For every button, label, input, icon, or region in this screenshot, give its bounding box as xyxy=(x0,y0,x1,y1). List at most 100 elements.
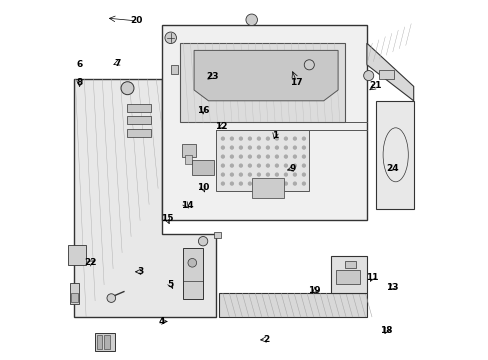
Circle shape xyxy=(301,136,305,141)
Bar xyxy=(71,293,78,302)
Circle shape xyxy=(274,163,279,168)
Text: 21: 21 xyxy=(369,81,381,90)
Text: 5: 5 xyxy=(167,280,173,289)
Circle shape xyxy=(220,136,224,141)
Circle shape xyxy=(238,181,243,186)
Circle shape xyxy=(283,181,287,186)
Text: 22: 22 xyxy=(84,258,97,267)
Bar xyxy=(181,144,196,157)
Circle shape xyxy=(238,172,243,177)
Circle shape xyxy=(256,136,261,141)
Circle shape xyxy=(247,181,251,186)
Bar xyxy=(170,65,178,74)
Circle shape xyxy=(301,154,305,159)
Circle shape xyxy=(121,82,134,95)
Text: 17: 17 xyxy=(290,78,303,87)
Circle shape xyxy=(301,163,305,168)
Circle shape xyxy=(256,181,261,186)
Bar xyxy=(192,160,213,175)
Bar xyxy=(251,178,284,198)
Circle shape xyxy=(247,154,251,159)
Circle shape xyxy=(256,172,261,177)
Circle shape xyxy=(220,145,224,150)
Text: 23: 23 xyxy=(205,72,218,81)
Circle shape xyxy=(283,145,287,150)
Text: 6: 6 xyxy=(76,60,82,69)
Circle shape xyxy=(301,172,305,177)
Text: 7: 7 xyxy=(114,59,121,68)
Bar xyxy=(213,232,221,238)
Circle shape xyxy=(229,136,234,141)
Text: 4: 4 xyxy=(158,317,164,326)
Bar xyxy=(379,70,393,79)
Circle shape xyxy=(283,163,287,168)
Circle shape xyxy=(265,136,269,141)
Bar xyxy=(97,335,102,349)
Circle shape xyxy=(247,163,251,168)
Circle shape xyxy=(229,145,234,150)
Circle shape xyxy=(265,181,269,186)
Circle shape xyxy=(256,145,261,150)
Circle shape xyxy=(283,136,287,141)
Circle shape xyxy=(187,258,196,267)
Text: 20: 20 xyxy=(130,17,142,26)
Circle shape xyxy=(247,136,251,141)
Circle shape xyxy=(220,154,224,159)
Polygon shape xyxy=(215,130,309,191)
Text: 24: 24 xyxy=(385,164,398,173)
Bar xyxy=(95,333,115,351)
Circle shape xyxy=(247,145,251,150)
Bar xyxy=(104,335,109,349)
Polygon shape xyxy=(162,25,366,220)
Circle shape xyxy=(107,294,115,302)
Circle shape xyxy=(229,154,234,159)
Circle shape xyxy=(274,154,279,159)
Circle shape xyxy=(220,181,224,186)
Circle shape xyxy=(304,60,314,70)
Text: 15: 15 xyxy=(161,215,173,223)
Circle shape xyxy=(292,181,296,186)
Circle shape xyxy=(245,14,257,26)
Circle shape xyxy=(256,163,261,168)
Circle shape xyxy=(229,181,234,186)
Bar xyxy=(345,261,355,268)
Text: 11: 11 xyxy=(366,274,378,282)
Circle shape xyxy=(220,172,224,177)
Circle shape xyxy=(292,154,296,159)
Text: 3: 3 xyxy=(137,267,143,276)
Circle shape xyxy=(301,181,305,186)
Circle shape xyxy=(283,154,287,159)
Circle shape xyxy=(265,145,269,150)
Circle shape xyxy=(274,145,279,150)
Circle shape xyxy=(247,172,251,177)
Circle shape xyxy=(274,172,279,177)
Polygon shape xyxy=(73,79,215,317)
Text: 8: 8 xyxy=(76,78,82,87)
Polygon shape xyxy=(68,245,86,265)
Circle shape xyxy=(229,172,234,177)
Circle shape xyxy=(265,163,269,168)
Bar xyxy=(127,129,151,137)
Bar xyxy=(127,116,151,124)
Circle shape xyxy=(220,163,224,168)
Text: 19: 19 xyxy=(308,287,320,295)
Circle shape xyxy=(238,145,243,150)
Text: 14: 14 xyxy=(180,202,193,210)
Circle shape xyxy=(229,163,234,168)
Text: 13: 13 xyxy=(385,283,398,292)
Text: 1: 1 xyxy=(271,131,278,140)
Text: 16: 16 xyxy=(197,107,209,116)
Circle shape xyxy=(238,136,243,141)
Circle shape xyxy=(265,154,269,159)
Polygon shape xyxy=(375,101,413,209)
Text: 9: 9 xyxy=(289,164,296,173)
Circle shape xyxy=(292,145,296,150)
Polygon shape xyxy=(366,43,413,101)
Circle shape xyxy=(292,163,296,168)
Polygon shape xyxy=(179,43,345,122)
Circle shape xyxy=(274,136,279,141)
Circle shape xyxy=(283,172,287,177)
Circle shape xyxy=(292,136,296,141)
Bar xyxy=(185,155,192,164)
Circle shape xyxy=(363,71,373,81)
